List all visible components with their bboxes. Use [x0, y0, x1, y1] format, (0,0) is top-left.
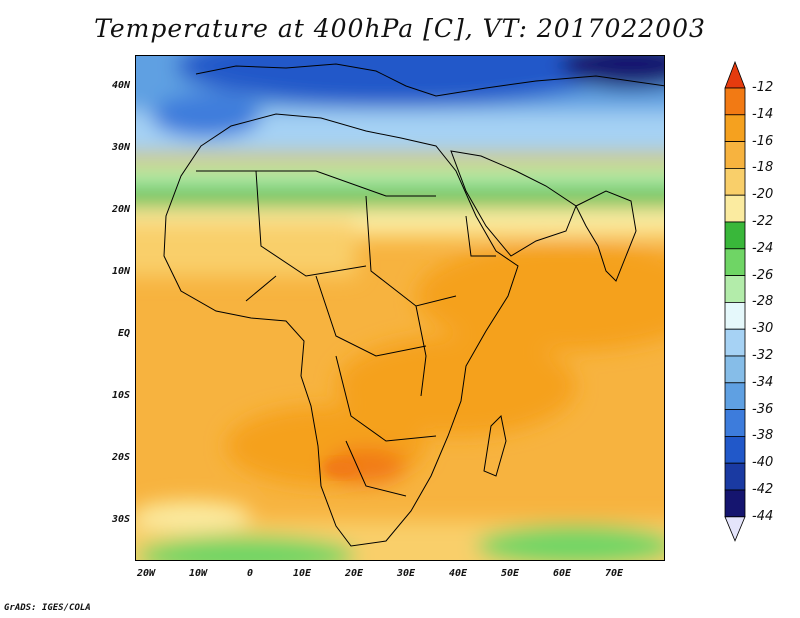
lon-label-30e: 30E	[396, 568, 416, 579]
lon-label-50e: 50E	[500, 568, 520, 579]
colorbar-label: -28	[752, 294, 774, 310]
lat-label-10s: 10S	[111, 390, 130, 401]
colorbar-segment	[724, 141, 746, 169]
colorbar-segment	[724, 87, 746, 116]
map-canvas	[136, 56, 664, 560]
colorbar-label: -16	[752, 133, 774, 149]
lon-label-40e: 40E	[448, 568, 468, 579]
colorbar-bottom-arrow	[724, 516, 746, 542]
lon-label-10e: 10E	[292, 568, 312, 579]
colorbar-label: -26	[752, 267, 774, 283]
colorbar-segment	[724, 435, 746, 464]
lon-label-70e: 70E	[604, 568, 624, 579]
lon-label-20w: 20W	[136, 568, 156, 579]
colorbar-label: -36	[752, 401, 774, 417]
footer-credit: GrADS: IGES/COLA	[4, 603, 91, 613]
colorbar-label: -44	[752, 508, 774, 524]
colorbar-segment	[724, 194, 746, 223]
colorbar-label: -42	[752, 482, 774, 497]
lon-label-10w: 10W	[188, 568, 208, 579]
temperature-field	[136, 56, 664, 560]
map-title: Temperature at 400hPa [C], VT: 201702200…	[94, 14, 706, 43]
colorbar-segment	[724, 355, 746, 384]
colorbar-segment	[724, 462, 746, 491]
temperature-map	[135, 55, 665, 561]
colorbar-segment	[724, 489, 746, 518]
colorbar-label: -24	[752, 240, 774, 256]
colorbar-label: -34	[752, 374, 774, 390]
colorbar-segment	[724, 168, 746, 196]
colorbar-segment	[724, 221, 746, 250]
coastlines	[163, 63, 664, 547]
warm-core-namibia	[323, 459, 359, 477]
lat-label-eq: EQ	[117, 328, 130, 339]
colorbar-label: -18	[752, 160, 774, 176]
colorbar-label: -12	[752, 80, 774, 95]
lat-label-20s: 20S	[111, 452, 130, 463]
colorbar-segment	[724, 248, 746, 277]
colorbar-label: -38	[752, 428, 774, 444]
lat-label-30s: 30S	[111, 514, 130, 525]
lon-label-20e: 20E	[344, 568, 364, 579]
colorbar-segment	[724, 409, 746, 437]
colorbar-label: -14	[752, 106, 774, 122]
lat-label-10n: 10N	[111, 266, 130, 277]
colorbar-label: -30	[752, 321, 774, 337]
colorbar-label: -20	[752, 187, 774, 203]
colorbar-label: -32	[752, 348, 774, 363]
colorbar-segment	[724, 275, 746, 303]
lat-label-20n: 20N	[111, 204, 130, 215]
lon-label-0: 0	[246, 568, 254, 579]
colorbar-top-arrow	[724, 60, 746, 89]
colorbar-label: -22	[752, 214, 774, 229]
colorbar-segment	[724, 382, 746, 410]
colorbar	[724, 60, 746, 542]
lat-label-30n: 30N	[111, 142, 130, 153]
colorbar-segment	[724, 301, 746, 330]
colorbar-segment	[724, 114, 746, 142]
colorbar-label: -40	[752, 455, 774, 471]
lat-label-40n: 40N	[111, 80, 130, 91]
lon-label-60e: 60E	[552, 568, 572, 579]
colorbar-segment	[724, 328, 746, 357]
